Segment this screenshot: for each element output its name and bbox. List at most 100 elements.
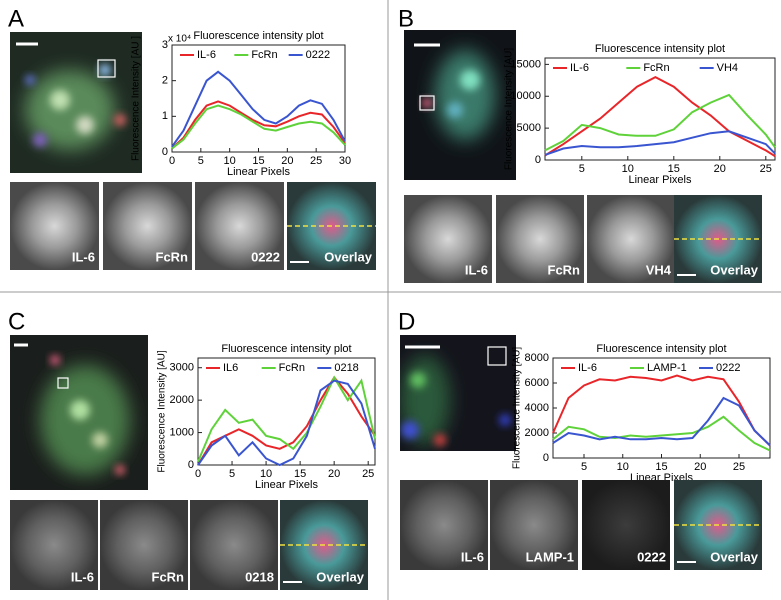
panel-letter: D	[398, 308, 415, 335]
legend-label: VH4	[717, 62, 738, 74]
x-tick-label: 5	[198, 155, 204, 167]
tile-label: 0222	[637, 549, 666, 564]
tile-image	[404, 195, 492, 283]
legend-label: IL-6	[570, 62, 589, 74]
x-tick-label: 30	[339, 155, 351, 167]
tile-label: IL-6	[465, 262, 488, 277]
micrograph	[404, 30, 516, 180]
y-tick-label: 10000	[510, 90, 541, 102]
y-multiplier: x 10⁴	[168, 34, 191, 45]
micrograph	[10, 335, 148, 490]
y-tick-label: 0	[188, 459, 194, 471]
series-line	[197, 379, 376, 467]
series-line	[171, 104, 346, 150]
series-line	[544, 130, 776, 156]
y-axis-label: Fluorescence Intensity [AU]	[512, 347, 523, 469]
x-tick-label: 5	[581, 461, 587, 473]
tile-label: Overlay	[324, 249, 372, 264]
x-tick-label: 15	[668, 163, 680, 175]
tile-label: LAMP-1	[526, 549, 574, 564]
tile-label: IL-6	[461, 549, 484, 564]
y-tick-label: 3000	[170, 362, 194, 374]
x-tick-label: 20	[328, 468, 340, 480]
x-tick-label: 25	[760, 163, 772, 175]
x-axis-label: Linear Pixels	[227, 166, 290, 178]
x-tick-label: 0	[195, 468, 201, 480]
series-line	[171, 100, 346, 150]
series-line	[197, 375, 376, 463]
chart: 0 2000 4000 6000 8000 5 10 15 20 25 IL-6 LAMP-1 0222…	[512, 343, 771, 484]
tile-label: VH4	[646, 262, 672, 277]
legend-label: 0222	[306, 49, 330, 61]
y-axis-label: Fluorescence Intensity [AU ]	[131, 36, 142, 161]
tile-image	[490, 480, 578, 570]
x-axis-label: Linear Pixels	[255, 479, 318, 491]
x-tick-label: 10	[224, 155, 236, 167]
series-line	[544, 93, 776, 152]
x-tick-label: 10	[617, 461, 629, 473]
micrograph	[10, 32, 142, 173]
chart-title: Fluorescence intensity plot	[221, 343, 351, 355]
x-axis-label: Linear Pixels	[629, 174, 692, 186]
y-tick-label: 4000	[525, 402, 549, 414]
chart-title: Fluorescence intensity plot	[596, 343, 726, 355]
legend-label: FcRn	[643, 62, 669, 74]
y-tick-label: 2	[162, 75, 168, 87]
x-tick-label: 25	[310, 155, 322, 167]
y-tick-label: 0	[162, 146, 168, 158]
x-tick-label: 20	[281, 155, 293, 167]
series-line	[552, 415, 771, 452]
tile-image	[190, 500, 278, 590]
legend-label: 0222	[716, 362, 740, 374]
series-line	[197, 375, 376, 466]
x-tick-label: 10	[622, 163, 634, 175]
chart: 0 1000 2000 3000 0 5 10 15 20 25 IL6 FcRn 0218 Fluore…	[157, 343, 376, 491]
x-tick-label: 5	[229, 468, 235, 480]
y-tick-label: 6000	[525, 377, 549, 389]
tile-label: Overlay	[710, 549, 758, 564]
tile-label: 0222	[251, 249, 280, 264]
tile-label: FcRn	[152, 569, 185, 584]
tile-label: Overlay	[710, 262, 758, 277]
y-tick-label: 2000	[525, 427, 549, 439]
tile-image	[103, 182, 192, 270]
panel-letter: C	[8, 308, 25, 335]
tile-image	[400, 480, 488, 570]
chart-title: Fluorescence intensity plot	[193, 30, 323, 42]
x-tick-label: 20	[694, 461, 706, 473]
micrograph	[400, 335, 516, 451]
x-tick-label: 10	[260, 468, 272, 480]
y-tick-label: 0	[535, 154, 541, 166]
panel-letter: A	[8, 5, 24, 32]
tile-label: IL-6	[71, 569, 94, 584]
plot-area	[171, 44, 346, 153]
series-line	[552, 396, 771, 447]
tile-image	[10, 500, 98, 590]
x-tick-label: 15	[294, 468, 306, 480]
tile-image	[582, 480, 670, 570]
tile-label: FcRn	[156, 249, 189, 264]
tile-label: IL-6	[72, 249, 95, 264]
panel-letter: B	[398, 5, 414, 32]
legend-label: IL-6	[197, 49, 216, 61]
x-tick-label: 5	[579, 163, 585, 175]
legend-label: FcRn	[251, 49, 277, 61]
plot-area	[552, 357, 771, 459]
x-tick-label: 25	[362, 468, 374, 480]
series-line	[544, 75, 776, 158]
x-tick-label: 25	[733, 461, 745, 473]
y-axis-label: Fluorescence Intensity [AU]	[504, 48, 515, 170]
y-tick-label: 0	[543, 452, 549, 464]
chart-title: Fluorescence intensity plot	[595, 43, 725, 55]
x-tick-label: 15	[655, 461, 667, 473]
tile-image	[587, 195, 675, 283]
tile-label: 0218	[245, 569, 274, 584]
y-tick-label: 3	[162, 39, 168, 51]
x-tick-label: 20	[714, 163, 726, 175]
y-tick-label: 1	[162, 110, 168, 122]
tile-image	[496, 195, 584, 283]
tile-image	[195, 182, 284, 270]
legend-label: IL6	[223, 362, 238, 374]
tile-label: Overlay	[316, 569, 364, 584]
